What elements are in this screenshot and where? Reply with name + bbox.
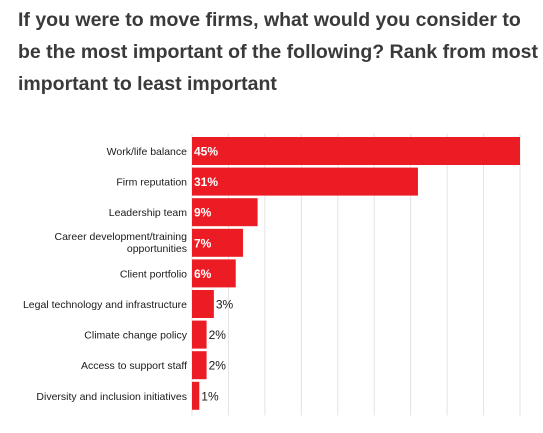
value-label: 2% bbox=[209, 328, 227, 342]
category-label: Leadership team bbox=[109, 207, 187, 219]
value-label: 3% bbox=[216, 298, 234, 312]
value-label: 7% bbox=[194, 236, 212, 250]
value-label: 31% bbox=[194, 175, 218, 189]
category-label: Work/life balance bbox=[107, 146, 188, 158]
bar bbox=[192, 290, 214, 318]
bar bbox=[192, 351, 207, 380]
value-label: 1% bbox=[201, 389, 219, 403]
category-label: Career development/training opportunities bbox=[55, 231, 188, 255]
bar bbox=[192, 198, 258, 227]
bar bbox=[192, 228, 244, 257]
bar bbox=[192, 320, 207, 349]
chart-title: If you were to move firms, what would yo… bbox=[18, 9, 538, 95]
value-labels: 45% 31% 9% 7% 6% 3% 2% 2% 1% bbox=[194, 145, 234, 404]
value-label: 45% bbox=[194, 145, 218, 159]
category-label: Legal technology and infrastructure bbox=[23, 299, 187, 311]
category-label: Access to support staff bbox=[81, 360, 187, 372]
category-labels: Work/life balance Firm reputation Leadersh… bbox=[23, 146, 188, 403]
bars-group bbox=[192, 137, 520, 410]
category-label: Client portfolio bbox=[120, 268, 187, 280]
value-label: 9% bbox=[194, 206, 212, 220]
bar bbox=[192, 167, 418, 196]
category-label: Firm reputation bbox=[116, 177, 187, 189]
category-label: Diversity and inclusion initiatives bbox=[36, 391, 187, 403]
value-label: 6% bbox=[194, 267, 212, 281]
bar bbox=[192, 381, 200, 410]
category-label: Climate change policy bbox=[84, 330, 187, 342]
bar bbox=[192, 137, 520, 165]
value-label: 2% bbox=[209, 359, 227, 373]
bar bbox=[192, 259, 236, 288]
